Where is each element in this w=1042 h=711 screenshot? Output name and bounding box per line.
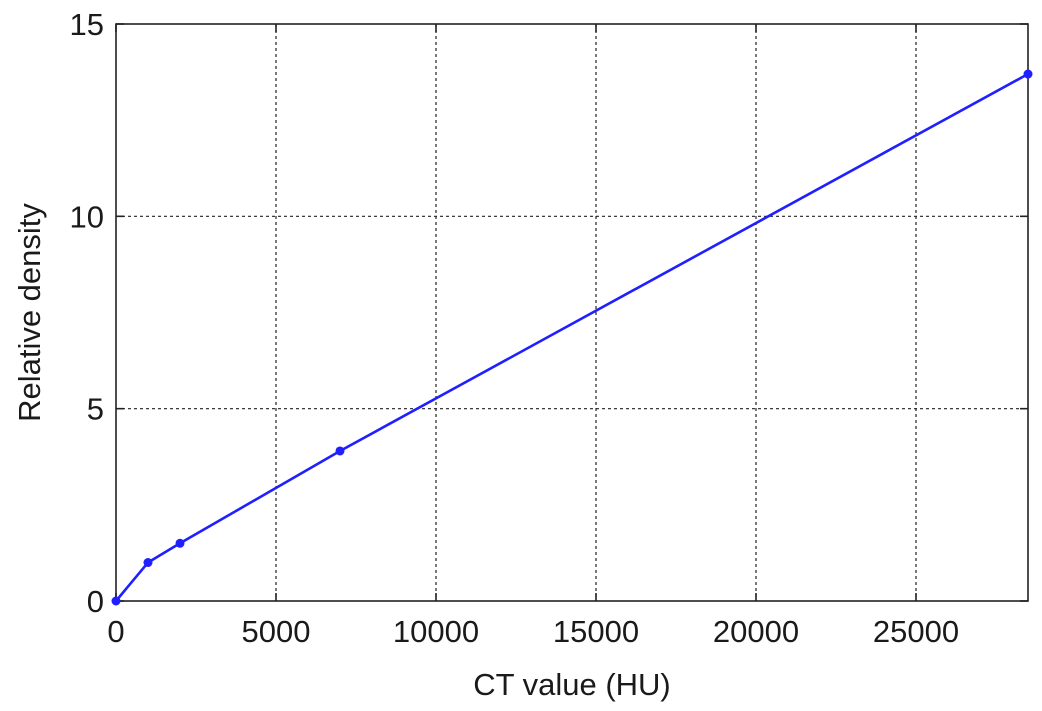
data-point-0-4	[1023, 69, 1033, 79]
grid-lines	[116, 24, 1028, 601]
data-point-0-2	[175, 538, 185, 548]
y-tick-label-2: 10	[70, 199, 104, 234]
x-tick-label-4: 20000	[713, 614, 799, 649]
y-tick-label-1: 5	[87, 392, 104, 427]
x-tick-label-1: 5000	[242, 614, 311, 649]
tick-marks	[115, 23, 1028, 602]
x-tick-label-0: 0	[107, 614, 124, 649]
x-tick-label-3: 15000	[553, 614, 639, 649]
series-layer	[111, 69, 1033, 606]
plot-frame	[115, 23, 1029, 602]
data-point-0-0	[111, 596, 121, 606]
y-tick-label-0: 0	[87, 584, 104, 619]
x-axis-title: CT value (HU)	[473, 667, 671, 702]
series-line-0	[115, 72, 1029, 602]
x-tick-label-2: 10000	[393, 614, 479, 649]
x-tick-labels: 0 5000 10000 15000 20000 25000	[107, 614, 959, 649]
x-tick-label-5: 25000	[873, 614, 959, 649]
y-tick-label-3: 15	[70, 7, 104, 42]
y-tick-labels: 0 5 10 15	[70, 7, 104, 619]
data-point-0-3	[335, 446, 345, 456]
y-axis-title: Relative density	[12, 203, 47, 422]
data-point-0-1	[143, 558, 153, 568]
